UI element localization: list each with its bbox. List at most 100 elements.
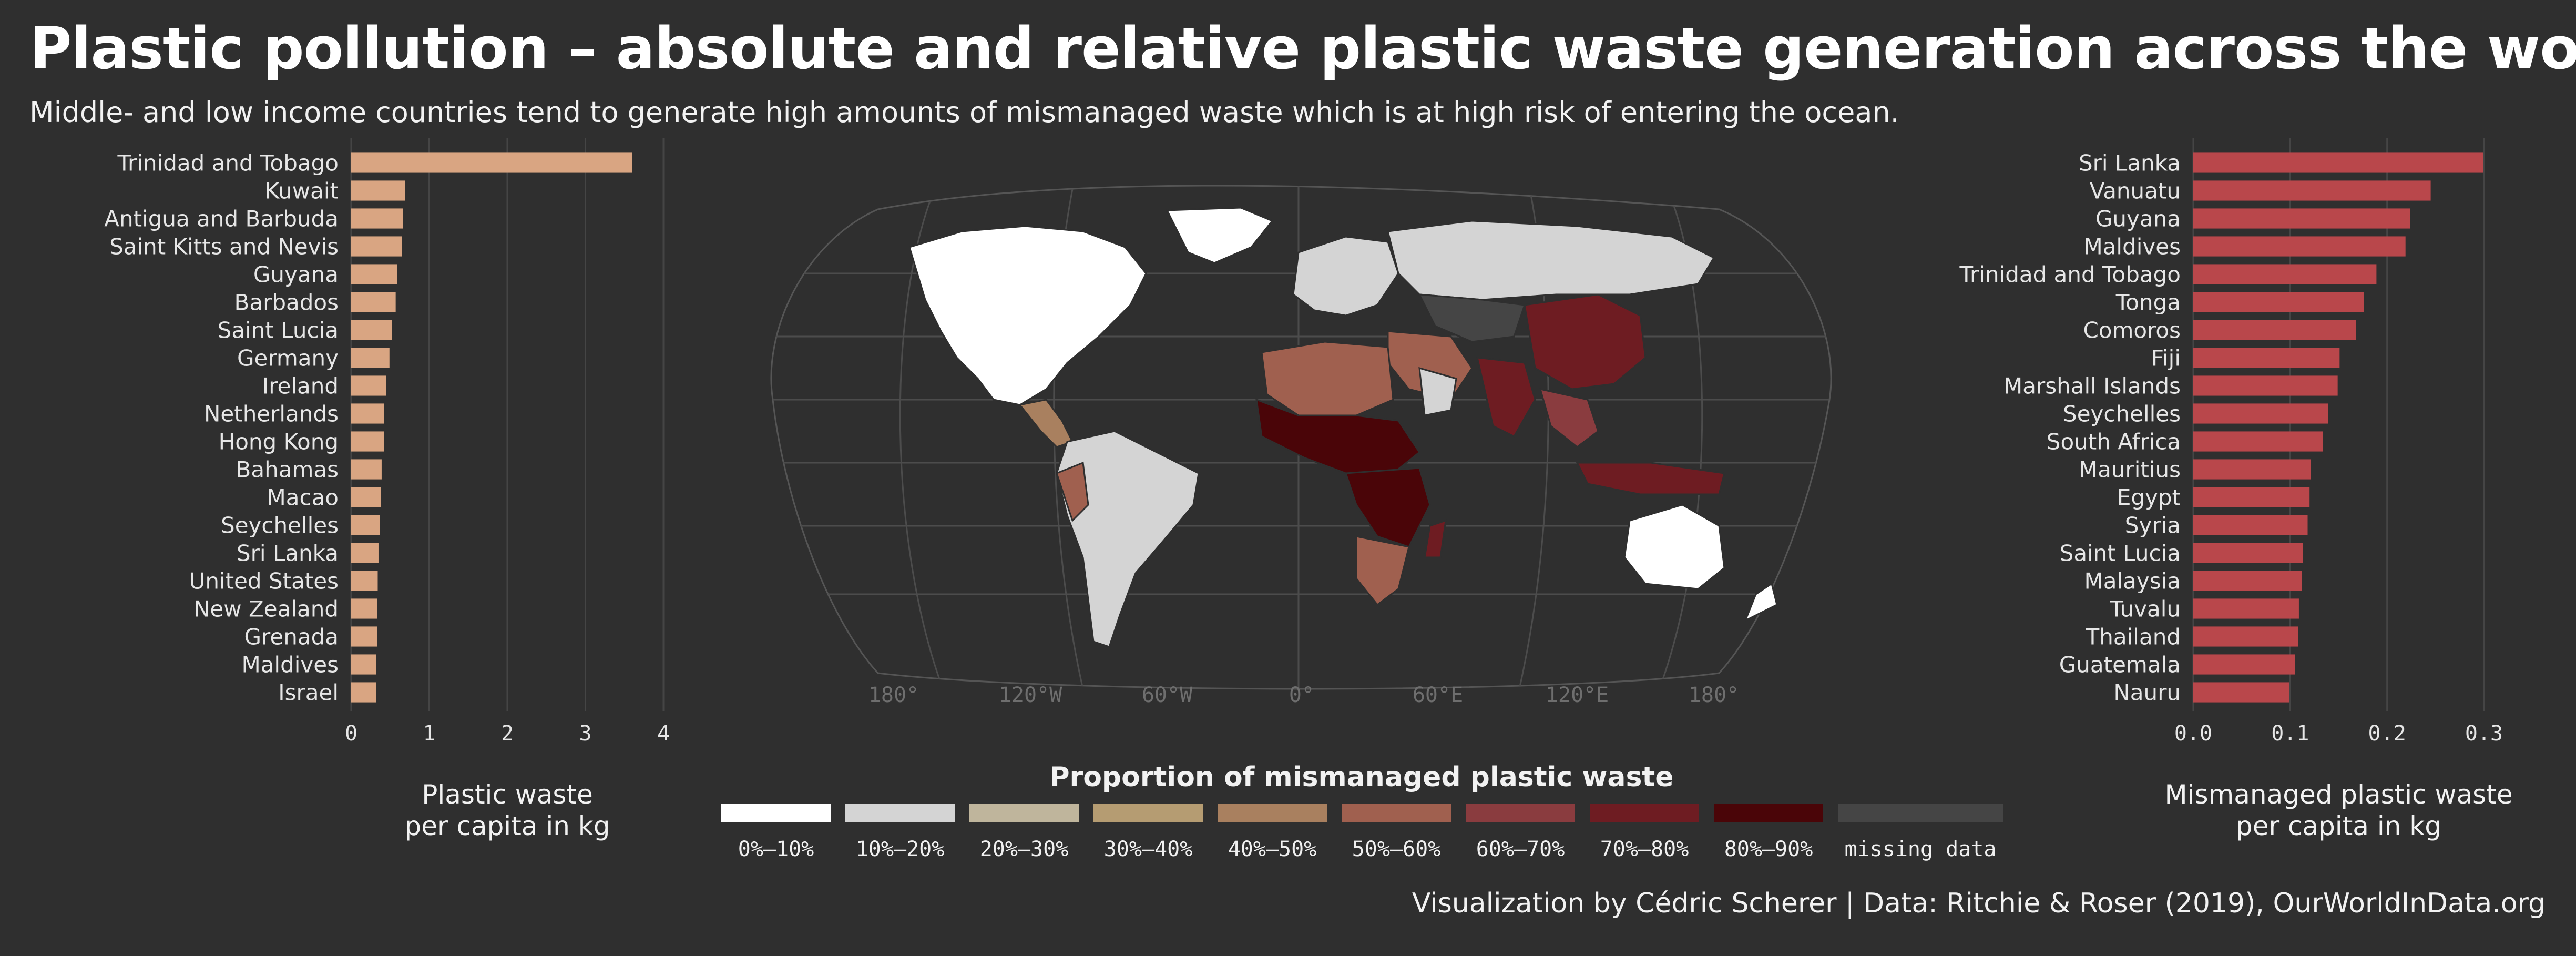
legend-label: 20%–30% xyxy=(980,837,1069,861)
right-category-label: Tonga xyxy=(2115,290,2181,316)
legend-swatch xyxy=(1466,804,1575,822)
right-bar xyxy=(2193,236,2406,257)
left-category-label: Antigua and Barbuda xyxy=(104,206,339,232)
peru-region xyxy=(1056,461,1089,522)
right-bar xyxy=(2193,515,2308,535)
left-bar xyxy=(351,180,405,201)
lon-label: 180° xyxy=(868,683,919,707)
west-africa xyxy=(1255,398,1421,474)
right-axis-title: Mismanaged plastic waste xyxy=(2164,779,2512,810)
legend-label: 80%–90% xyxy=(1724,837,1813,861)
right-x-tick-label: 0.0 xyxy=(2174,721,2212,746)
right-category-label: Marshall Islands xyxy=(2003,373,2181,399)
left-category-label: Trinidad and Tobago xyxy=(117,150,339,176)
left-category-label: Kuwait xyxy=(265,178,339,204)
greenland xyxy=(1166,207,1274,264)
right-bar xyxy=(2193,152,2483,173)
left-bar xyxy=(351,654,376,675)
new-zealand xyxy=(1744,582,1778,623)
left-axis-title: per capita in kg xyxy=(404,811,610,841)
india xyxy=(1476,357,1536,438)
continents xyxy=(908,207,1778,648)
left-category-label: Bahamas xyxy=(236,457,339,483)
left-bar xyxy=(351,403,384,424)
indonesia xyxy=(1576,462,1725,495)
right-bar xyxy=(2193,180,2431,201)
right-bar xyxy=(2193,292,2364,312)
left-bar xyxy=(351,348,390,368)
right-category-label: Vanuatu xyxy=(2090,178,2181,204)
left-bar xyxy=(351,543,379,563)
right-bar xyxy=(2193,375,2338,396)
left-bar xyxy=(351,626,377,647)
right-bar-chart: 0.0 0.1 0.2 0.3 Sri LankaVanuatuGuyanaMaldiv… xyxy=(1959,138,2513,841)
right-bar xyxy=(2193,403,2328,424)
left-bar xyxy=(351,236,402,257)
left-bar xyxy=(351,598,377,619)
right-bar xyxy=(2193,543,2303,563)
right-category-label: Fiji xyxy=(2151,345,2181,371)
right-bar xyxy=(2193,598,2299,619)
left-category-label: Sri Lanka xyxy=(237,541,339,566)
right-bar xyxy=(2193,431,2324,452)
left-category-label: Ireland xyxy=(262,373,339,399)
world-map: 180° 120°W 60°W 0° 60°E 120°E 180° xyxy=(770,185,1832,707)
right-category-label: Trinidad and Tobago xyxy=(1959,262,2181,288)
right-bar xyxy=(2193,348,2340,368)
right-category-label: Tuvalu xyxy=(2109,596,2181,622)
left-bar xyxy=(351,487,381,507)
legend-swatch xyxy=(1218,804,1327,822)
left-x-tick-label: 2 xyxy=(501,721,514,746)
right-category-label: Saint Lucia xyxy=(2060,541,2181,566)
left-category-label: Netherlands xyxy=(204,401,339,427)
right-bar xyxy=(2193,208,2410,229)
right-bar xyxy=(2193,654,2295,675)
lon-label: 120°W xyxy=(999,683,1062,707)
left-category-label: Seychelles xyxy=(221,513,339,538)
europe xyxy=(1292,236,1399,317)
right-category-label: Guatemala xyxy=(2059,652,2181,678)
left-bar xyxy=(351,431,384,452)
left-bar xyxy=(351,152,632,173)
legend-label: 60%–70% xyxy=(1476,837,1565,861)
legend-swatch xyxy=(969,804,1079,822)
right-category-label: Seychelles xyxy=(2063,401,2181,427)
left-category-label: Guyana xyxy=(253,262,339,288)
legend-label: 50%–60% xyxy=(1352,837,1441,861)
legend-label: 70%–80% xyxy=(1600,837,1689,861)
left-x-tick-label: 1 xyxy=(423,721,435,746)
south-america xyxy=(1056,430,1200,648)
left-x-tick-label: 4 xyxy=(657,721,670,746)
arabia xyxy=(1418,367,1457,416)
legend-label: missing data xyxy=(1845,837,1997,861)
right-category-label: Maldives xyxy=(2083,234,2181,260)
left-axis-title: Plastic waste xyxy=(422,779,593,810)
left-category-label: New Zealand xyxy=(193,596,339,622)
lon-label: 60°E xyxy=(1413,683,1463,707)
legend-swatch xyxy=(1590,804,1699,822)
right-category-label: Mauritius xyxy=(2079,457,2181,483)
longitude-labels: 180° 120°W 60°W 0° 60°E 120°E 180° xyxy=(868,683,1739,707)
legend-swatch xyxy=(1838,804,2003,822)
left-bar xyxy=(351,264,397,284)
legend-label: 10%–20% xyxy=(856,837,945,861)
southeast-asia xyxy=(1539,388,1599,448)
legend-swatch xyxy=(1342,804,1451,822)
right-category-label: Thailand xyxy=(2086,624,2181,650)
north-africa xyxy=(1261,341,1394,416)
left-bar xyxy=(351,208,403,229)
right-axis-title: per capita in kg xyxy=(2236,811,2441,841)
lon-label: 180° xyxy=(1689,683,1739,707)
legend-label: 0%–10% xyxy=(738,837,814,861)
left-bar xyxy=(351,459,382,480)
left-category-label: Barbados xyxy=(234,290,339,316)
right-x-tick-label: 0.3 xyxy=(2465,721,2503,746)
legend-label: 30%–40% xyxy=(1104,837,1193,861)
left-category-label: Saint Kitts and Nevis xyxy=(109,234,339,260)
right-category-label: Comoros xyxy=(2083,318,2181,343)
right-category-label: South Africa xyxy=(2047,429,2181,455)
left-x-tick-label: 0 xyxy=(345,721,357,746)
left-category-label: Saint Lucia xyxy=(218,318,339,343)
right-category-label: Malaysia xyxy=(2084,568,2181,594)
